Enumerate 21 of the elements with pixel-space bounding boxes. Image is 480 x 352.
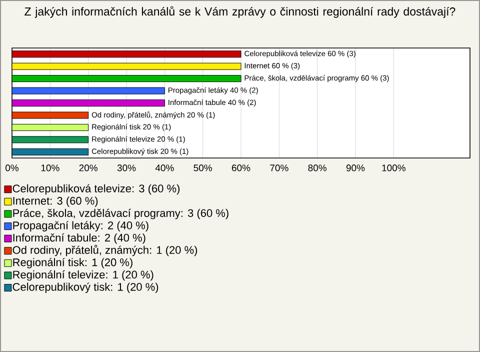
legend-label: Internet: 3 (60 %) (13, 196, 98, 207)
x-tick-label: 10% (41, 164, 60, 172)
x-tick-label: 20% (79, 164, 98, 172)
x-tick-label: 90% (346, 164, 365, 172)
x-tick-label: 50% (194, 164, 212, 172)
legend-label: Regionální tisk: 1 (20 %) (13, 258, 132, 268)
legend-label: Celorepublikový tisk: 1 (20 %) (12, 282, 158, 293)
x-tick-label: 30% (117, 164, 136, 172)
legend-label: Od rodiny, přátelů, známých: 1 (20 %) (12, 244, 198, 256)
x-tick-label: 100% (382, 164, 406, 172)
chart-title: Z jakých informačních kanálů se k Vám zprávy o činnosti regionální rady dostávají? (24, 6, 456, 18)
x-tick-label: 80% (308, 164, 326, 172)
x-tick-label: 0% (6, 164, 19, 172)
legend-label: Práce, škola, vzdělávací programy: 3 (60 %) (13, 208, 228, 220)
legend-label: Informační tabule: 2 (40 %) (13, 233, 146, 244)
x-tick-label: 70% (270, 164, 288, 172)
legend-label: Propagační letáky: 2 (40 %) (13, 221, 148, 232)
x-tick-label: 40% (155, 164, 174, 172)
x-tick-label: 60% (232, 164, 250, 172)
legend-label: Celorepubliková televize: 3 (60 %) (12, 184, 180, 195)
legend-label: Regionální televize: 1 (20 %) (13, 270, 154, 281)
